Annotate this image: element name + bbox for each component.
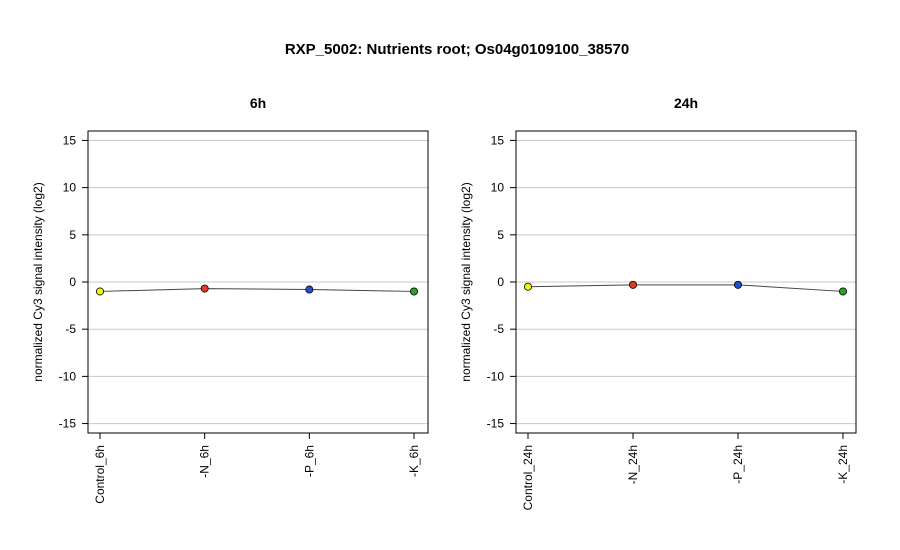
y-tick-label: -15	[59, 417, 77, 431]
x-tick-label: -N_24h	[626, 445, 640, 484]
chart-panel-24h: 24h -15 -10 -5 0 5 10 15 normalized Cy3 signal i…	[459, 95, 857, 510]
y-tick-label: 5	[497, 228, 504, 242]
x-tick-label: -K_6h	[407, 445, 421, 477]
data-point--P_24h	[734, 280, 743, 289]
data-point--P_6h	[305, 285, 314, 294]
x-tick-label: -P_6h	[302, 445, 316, 477]
y-tick-label: 0	[497, 275, 504, 289]
figure-title: RXP_5002: Nutrients root; Os04g0109100_3…	[285, 41, 629, 58]
x-tick-label: -K_24h	[836, 445, 850, 484]
y-tick-label: -15	[487, 417, 505, 431]
y-tick-label: 0	[69, 275, 76, 289]
data-point--N_6h	[200, 284, 209, 293]
y-tick-label: 5	[69, 228, 76, 242]
plot-frame	[87, 130, 429, 434]
data-point--N_24h	[629, 280, 638, 289]
data-point-Control_6h	[96, 287, 105, 296]
y-tick-label: -5	[493, 322, 504, 336]
y-tick-label: -10	[487, 369, 505, 383]
data-point-Control_24h	[524, 282, 533, 291]
y-tick-label: 15	[63, 133, 77, 147]
x-tick-label: -N_6h	[198, 445, 212, 478]
y-axis-label: normalized Cy3 signal intensity (log2)	[31, 182, 45, 381]
data-point--K_24h	[839, 287, 848, 296]
panel-title: 24h	[674, 95, 698, 111]
chart-panel-6h: 6h -15 -10 -5 0 5 10 15 normalized Cy3 signal in…	[31, 95, 429, 504]
y-tick-label: 15	[491, 133, 505, 147]
y-tick-label: -5	[65, 322, 76, 336]
data-point--K_6h	[409, 287, 418, 296]
panel-title: 6h	[250, 95, 266, 111]
chart-panels: 6h -15 -10 -5 0 5 10 15 normalized Cy3 signal in…	[31, 95, 857, 510]
y-tick-label: 10	[63, 181, 77, 195]
y-tick-label: 10	[491, 181, 505, 195]
series-line	[527, 284, 844, 292]
y-tick-label: -10	[59, 369, 77, 383]
x-tick-label: Control_6h	[93, 445, 107, 504]
x-tick-label: Control_24h	[521, 445, 535, 510]
x-tick-label: -P_24h	[731, 445, 745, 484]
plot-frame	[515, 130, 857, 434]
y-axis-label: normalized Cy3 signal intensity (log2)	[459, 182, 473, 381]
series-line	[99, 288, 415, 292]
